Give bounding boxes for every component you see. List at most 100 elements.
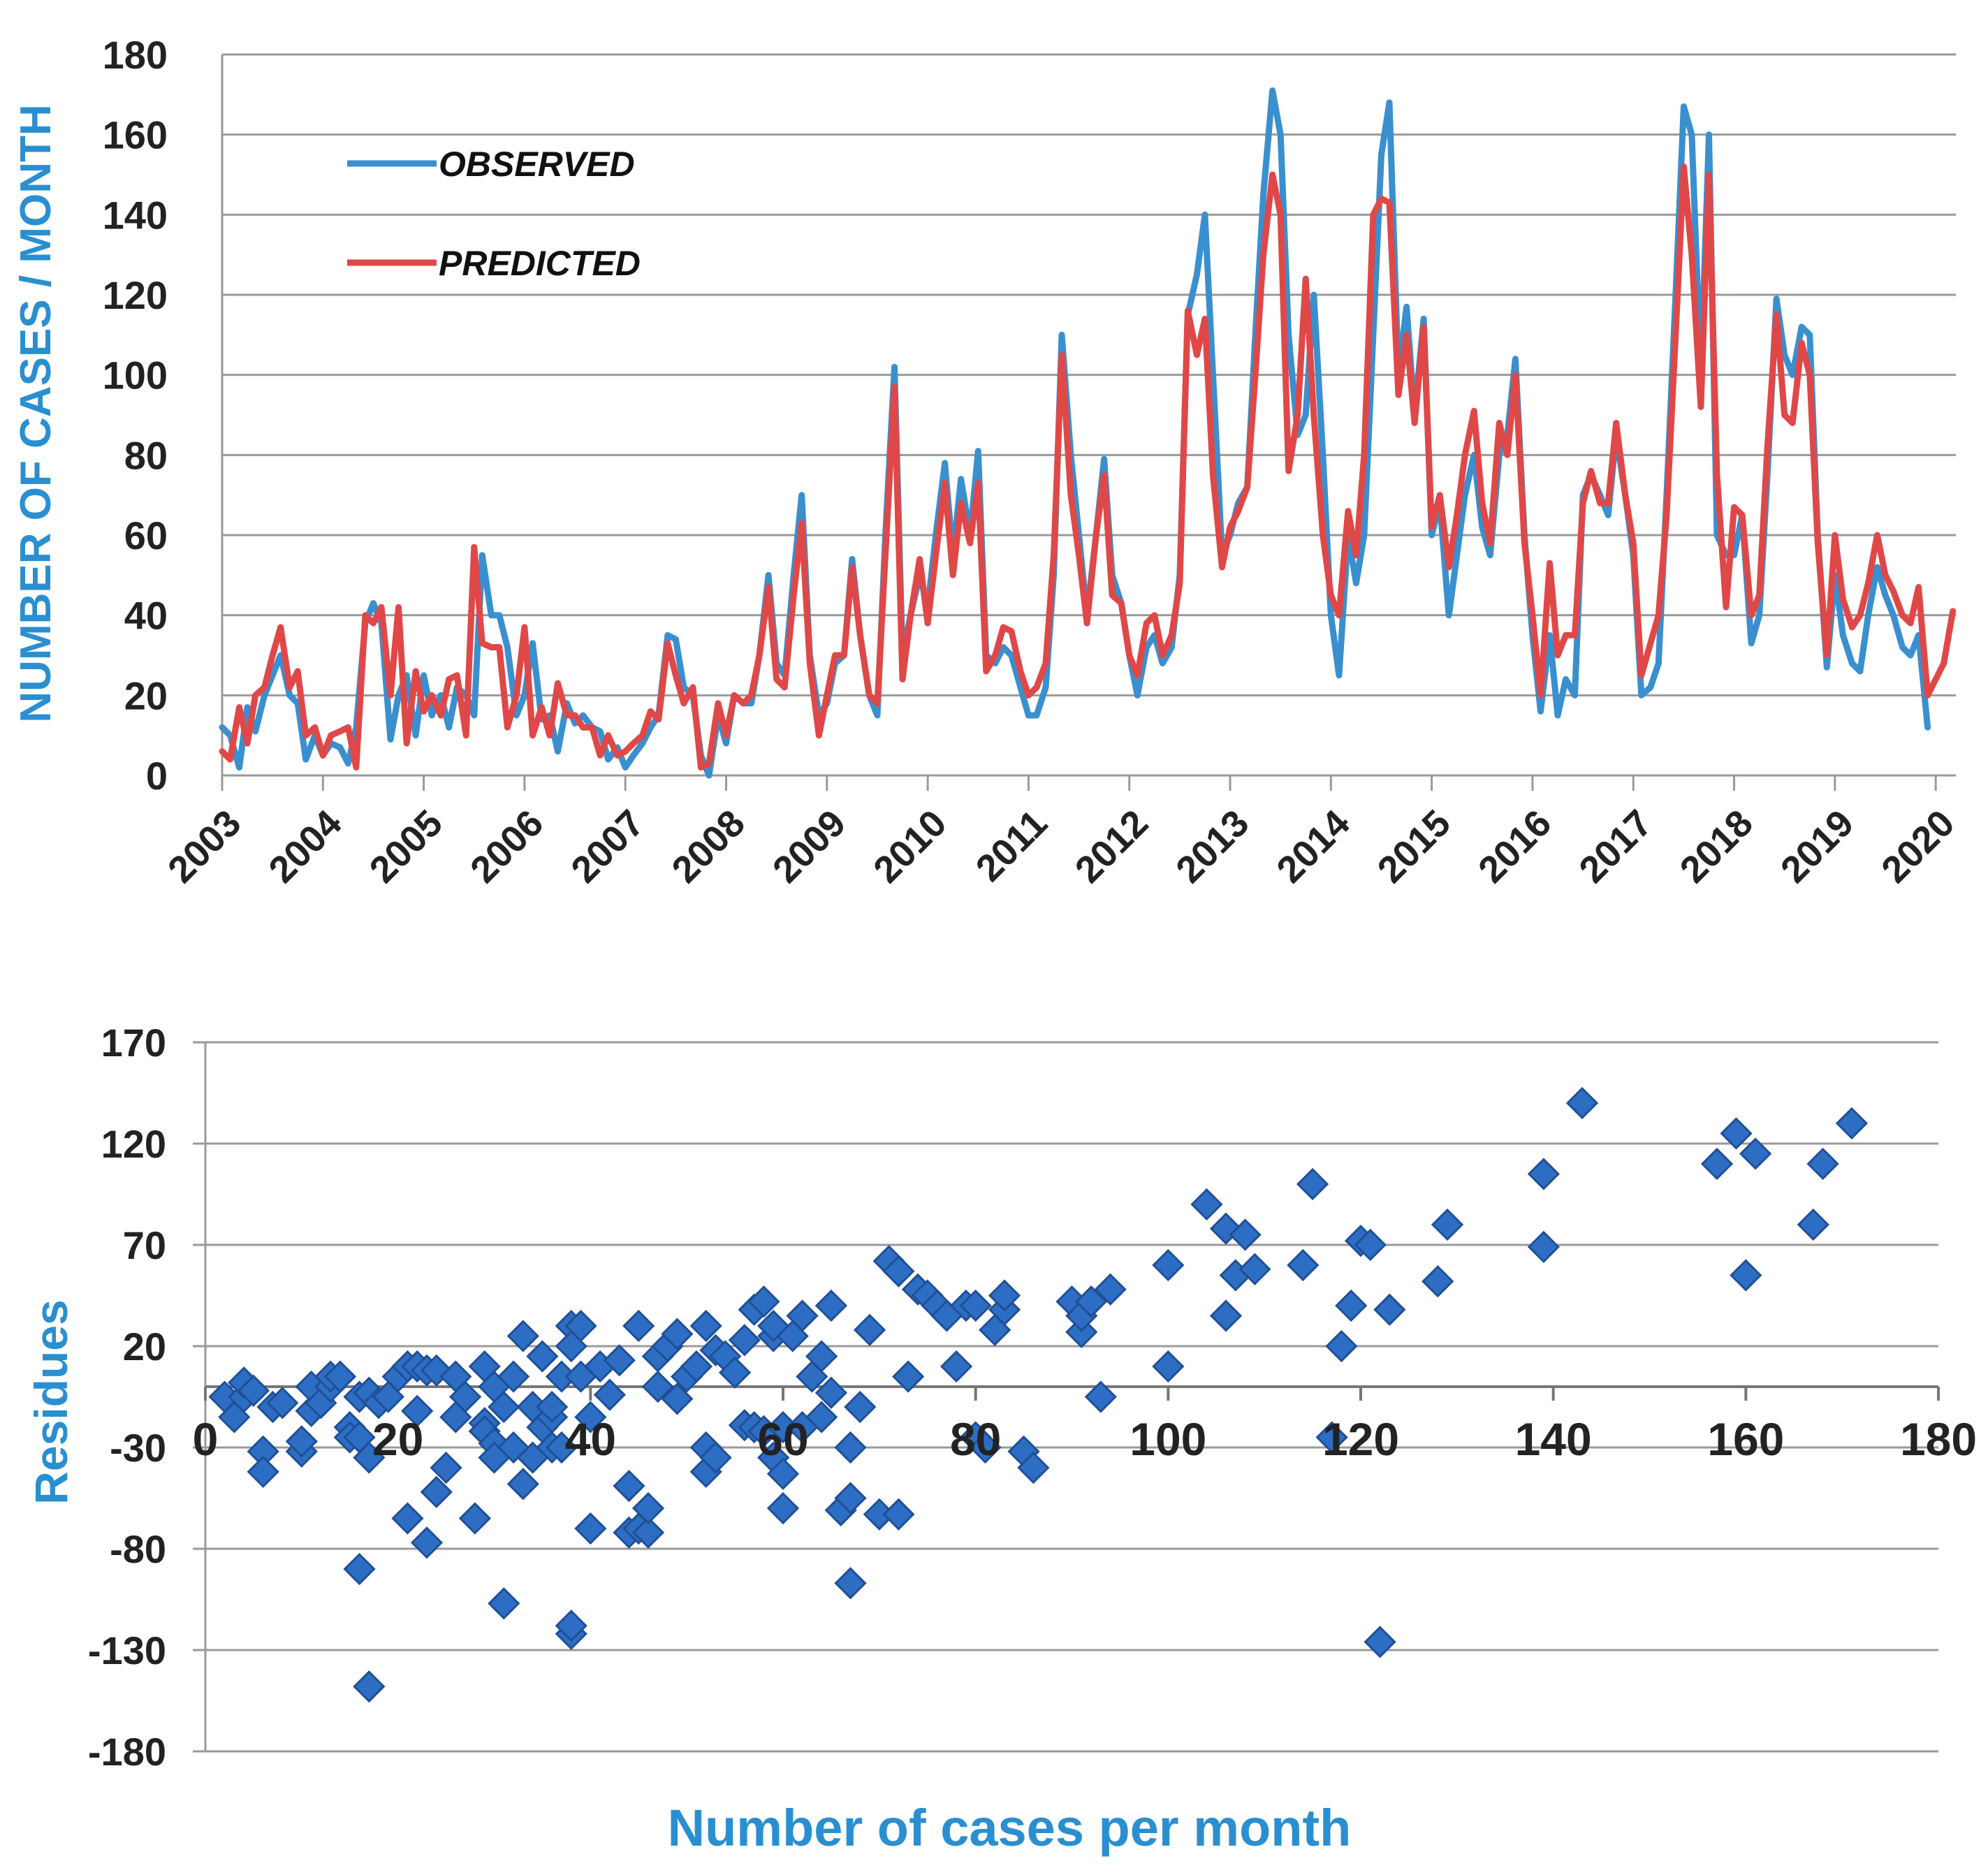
time-series-y-tick-label: 40 bbox=[124, 594, 168, 638]
scatter-point bbox=[545, 1431, 578, 1464]
scatter-y-tick-label: -30 bbox=[110, 1426, 166, 1470]
scatter-x-tick-label: 40 bbox=[565, 1413, 616, 1465]
scatter-x-tick-label: 100 bbox=[1130, 1413, 1206, 1465]
scatter-point bbox=[1565, 1086, 1599, 1120]
scatter-point bbox=[882, 1255, 915, 1287]
scatter-x-tick-label: 120 bbox=[1322, 1413, 1399, 1465]
scatter-y-tick-label: -130 bbox=[88, 1628, 166, 1672]
scatter-point bbox=[506, 1468, 539, 1501]
scatter-point bbox=[1152, 1350, 1185, 1383]
scatter-point bbox=[834, 1482, 867, 1515]
scatter-point bbox=[420, 1475, 453, 1508]
time-series-x-tick-label: 2009 bbox=[765, 802, 854, 891]
time-series-x-tick-label: 2011 bbox=[968, 802, 1055, 889]
scatter-point bbox=[574, 1401, 607, 1433]
scatter-x-tick-label: 180 bbox=[1900, 1413, 1977, 1465]
scatter-point bbox=[766, 1491, 800, 1525]
scatter-x-tick-label: 80 bbox=[950, 1413, 1001, 1465]
scatter-point bbox=[1335, 1289, 1368, 1322]
scatter-point bbox=[1730, 1259, 1762, 1292]
legend-predicted-label: PREDICTED bbox=[439, 244, 641, 283]
time-series-x-tick-label: 2019 bbox=[1773, 802, 1862, 891]
time-series-x-tick-label: 2018 bbox=[1672, 802, 1761, 891]
scatter-y-axis-title: Residues bbox=[25, 1299, 77, 1504]
scatter-point bbox=[1084, 1380, 1117, 1413]
scatter-point bbox=[1421, 1265, 1454, 1298]
scatter-point bbox=[506, 1320, 539, 1352]
scatter-point bbox=[1287, 1248, 1320, 1282]
scatter-point bbox=[410, 1526, 444, 1559]
time-series-y-tick-label: 160 bbox=[103, 113, 168, 157]
time-series-x-tick-label: 2013 bbox=[1168, 802, 1257, 891]
scatter-point bbox=[882, 1498, 915, 1531]
scatter-point bbox=[1354, 1228, 1387, 1262]
time-series-x-tick-label: 2012 bbox=[1067, 802, 1156, 891]
scatter-point bbox=[1229, 1218, 1262, 1251]
scatter-x-axis-title: Number of cases per month bbox=[668, 1799, 1352, 1857]
scatter-point bbox=[343, 1552, 376, 1586]
scatter-point bbox=[959, 1289, 992, 1322]
scatter-x-tick-label: 0 bbox=[193, 1413, 219, 1465]
scatter-point bbox=[969, 1431, 1002, 1464]
scatter-point bbox=[1315, 1421, 1348, 1454]
scatter-point bbox=[1739, 1137, 1772, 1170]
scatter-point bbox=[497, 1360, 530, 1393]
scatter-point bbox=[391, 1502, 424, 1535]
scatter-point bbox=[1797, 1208, 1829, 1241]
scatter-point bbox=[689, 1309, 722, 1343]
scatter-point bbox=[323, 1360, 357, 1393]
scatter-point bbox=[1017, 1451, 1050, 1484]
scatter-y-ticks: 170 120 70 20 -30 -80 -130 -180 bbox=[88, 1021, 166, 1774]
scatter-point bbox=[1835, 1107, 1869, 1140]
residues-scatter-chart: 170 120 70 20 -30 -80 -130 -180 0 20 40 60 80 100 120… bbox=[25, 1021, 1977, 1857]
legend: OBSERVED PREDICTED bbox=[347, 145, 641, 283]
scatter-x-tick-label: 60 bbox=[757, 1413, 808, 1465]
scatter-point bbox=[555, 1610, 587, 1642]
scatter-point bbox=[631, 1516, 665, 1549]
scatter-point bbox=[1527, 1230, 1561, 1264]
time-series-y-tick-label: 60 bbox=[124, 513, 168, 557]
time-series-x-tick-label: 2003 bbox=[160, 802, 249, 891]
scatter-point bbox=[266, 1387, 299, 1420]
scatter-point bbox=[1074, 1285, 1108, 1318]
scatter-x-tick-label: 160 bbox=[1707, 1413, 1784, 1465]
time-series-y-tick-label: 140 bbox=[103, 193, 168, 237]
scatter-point bbox=[1209, 1299, 1243, 1332]
scatter-point bbox=[834, 1431, 867, 1464]
scatter-y-tick-label: 120 bbox=[101, 1122, 166, 1166]
time-series-y-tick-label: 20 bbox=[124, 673, 168, 717]
scatter-point bbox=[680, 1350, 713, 1383]
scatter-point bbox=[536, 1390, 569, 1424]
time-series-x-tick-label: 2006 bbox=[462, 802, 551, 891]
scatter-point bbox=[353, 1670, 386, 1703]
time-series-y-axis-title: NUMBER OF CASES / MONTH bbox=[12, 104, 60, 722]
scatter-point bbox=[844, 1390, 877, 1424]
scatter-point bbox=[814, 1376, 848, 1409]
scatter-y-tick-label: 20 bbox=[123, 1325, 166, 1369]
time-series-y-tick-label: 180 bbox=[103, 33, 168, 77]
scatter-point bbox=[853, 1313, 886, 1346]
scatter-point bbox=[747, 1285, 780, 1318]
scatter-point bbox=[814, 1289, 848, 1322]
scatter-point bbox=[1806, 1147, 1839, 1181]
scatter-point bbox=[564, 1309, 597, 1343]
scatter-point bbox=[805, 1401, 838, 1433]
scatter-point bbox=[1373, 1293, 1406, 1326]
scatter-point bbox=[718, 1356, 752, 1389]
scatter-point bbox=[622, 1309, 655, 1343]
scatter-point bbox=[613, 1469, 645, 1503]
scatter-x-tick-label: 140 bbox=[1515, 1413, 1592, 1465]
time-series-y-ticks: 0 20 40 60 80 100 120 140 160 180 bbox=[103, 33, 168, 798]
time-series-y-tick-label: 0 bbox=[146, 754, 168, 798]
time-series-x-tick-label: 2017 bbox=[1571, 802, 1660, 891]
scatter-point bbox=[285, 1425, 318, 1458]
scatter-x-tick-label: 20 bbox=[372, 1413, 423, 1465]
scatter-point bbox=[1364, 1626, 1396, 1658]
time-series-x-tick-label: 2008 bbox=[664, 802, 753, 891]
scatter-point bbox=[1296, 1167, 1329, 1201]
time-series-y-tick-label: 120 bbox=[103, 273, 168, 317]
scatter-point bbox=[1152, 1248, 1185, 1282]
scatter-point bbox=[237, 1374, 270, 1407]
time-series-x-tick-label: 2015 bbox=[1370, 802, 1459, 891]
